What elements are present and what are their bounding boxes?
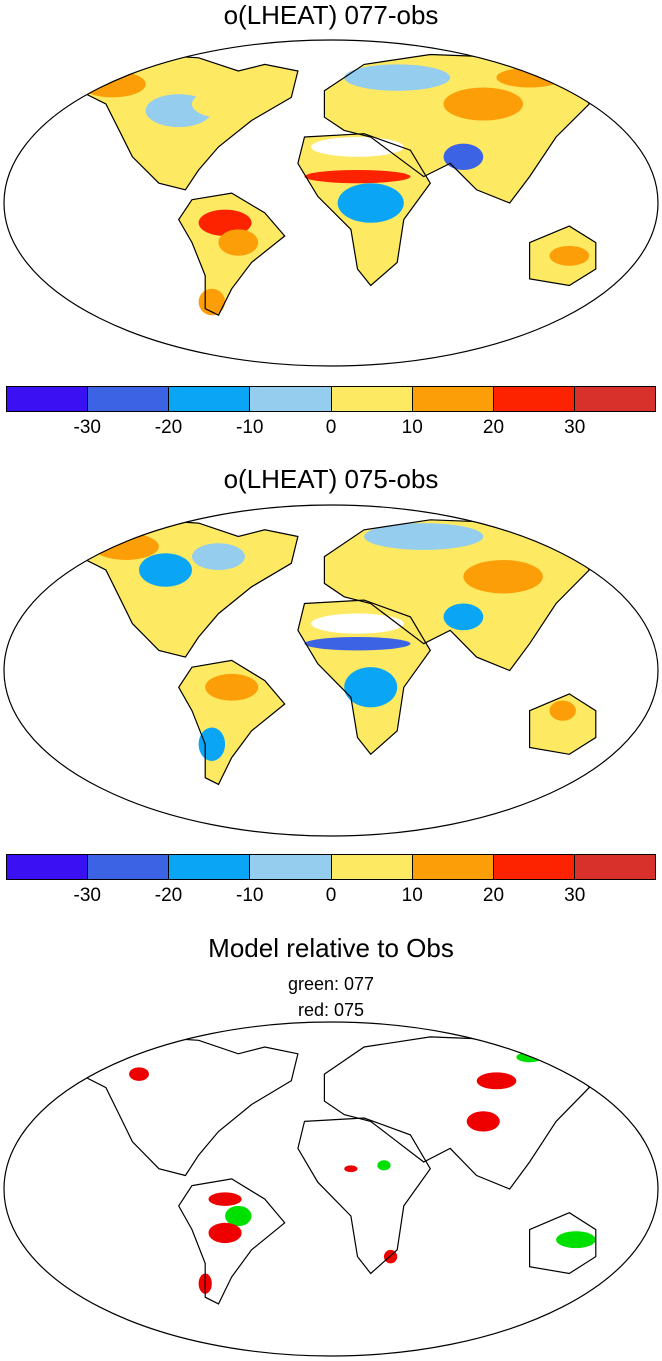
eurasia-landmass — [324, 54, 590, 203]
field-anomaly-patch — [129, 1067, 149, 1081]
colorbar-swatch-1 — [88, 855, 170, 879]
panel-2-colorbar — [6, 854, 656, 880]
eurasia-landmass — [324, 1037, 589, 1189]
africa-coastline — [297, 1117, 432, 1275]
colorbar-tick-label: 0 — [325, 417, 337, 438]
colorbar-swatch-3 — [250, 387, 332, 411]
eurasia-coastline — [323, 1036, 590, 1190]
field-anomaly-patch — [198, 209, 252, 236]
field-anomaly-patch — [139, 553, 192, 587]
field-anomaly-patch — [337, 183, 404, 223]
panel-2-map — [3, 504, 659, 837]
colorbar-tick-label: -20 — [154, 417, 183, 438]
colorbar-swatch-7 — [574, 855, 655, 879]
colorbar-tick-label: -10 — [236, 417, 264, 438]
panel-1-map — [3, 39, 659, 367]
map-projection-border — [3, 504, 659, 837]
field-anomaly-patch — [344, 667, 398, 708]
colorbar-swatch-4 — [331, 855, 413, 879]
colorbar-swatch-2 — [169, 855, 251, 879]
colorbar-tick-label: 30 — [564, 885, 586, 906]
south-america-coastline — [177, 659, 286, 786]
south-america-coastline — [177, 1178, 286, 1305]
comparison-title: Model relative to Obs — [208, 933, 454, 963]
colorbar-tick-label: -10 — [236, 885, 264, 906]
field-anomaly-patch — [218, 229, 259, 256]
field-anomaly-patch — [364, 523, 484, 550]
field-anomaly-patch — [516, 1052, 543, 1063]
map-projection-border — [3, 39, 659, 367]
field-anomaly-patch — [208, 1192, 242, 1206]
eurasia-landmass — [324, 519, 590, 671]
colorbar-tick-label: 0 — [325, 885, 337, 906]
field-anomaly-patch — [443, 87, 523, 121]
colorbar-tick-label: 30 — [564, 417, 586, 438]
australia-landmass — [529, 693, 596, 755]
north-america-coastline — [65, 53, 299, 191]
field-anomaly-patch — [549, 245, 590, 266]
colorbar-swatch-1 — [88, 387, 170, 411]
field-anomaly-patch — [466, 1111, 500, 1132]
map-projection-border — [3, 1021, 659, 1357]
field-anomaly-patch — [496, 67, 563, 88]
field-anomaly-patch — [198, 727, 226, 761]
colorbar-swatch-3 — [250, 855, 332, 879]
africa-coastline — [297, 599, 432, 756]
field-anomaly-patch — [311, 137, 404, 157]
north-america-landmass — [66, 519, 298, 658]
colorbar-swatch-5 — [412, 387, 494, 411]
panel-1-colorbar — [6, 386, 656, 412]
panel-1-colorbar-labels: -30 -20 -10 0 10 20 30 — [6, 417, 656, 441]
australia-coastline — [528, 1212, 597, 1275]
field-anomaly-patch — [443, 143, 484, 170]
colorbar-tick-label: 20 — [482, 417, 505, 438]
africa-coastline — [297, 133, 432, 287]
colorbar-swatch-6 — [493, 855, 575, 879]
colorbar-swatch-6 — [493, 387, 575, 411]
field-anomaly-patch — [208, 1222, 242, 1244]
comparison-legend-red: red: 075 — [297, 1000, 365, 1020]
panel-1-title: o(LHEAT) 077-obs — [223, 0, 439, 30]
field-anomaly-patch — [311, 613, 404, 634]
field-anomaly-patch — [463, 559, 543, 594]
colorbar-swatch-4 — [331, 387, 413, 411]
field-anomaly-patch — [191, 543, 245, 570]
field-anomaly-patch — [92, 533, 159, 560]
panel-2-title: o(LHEAT) 075-obs — [223, 464, 439, 494]
colorbar-swatch-0 — [7, 855, 89, 879]
colorbar-tick-label: -30 — [73, 417, 101, 438]
australia-coastline — [528, 225, 597, 287]
colorbar-tick-label: -20 — [154, 885, 183, 906]
colorbar-swatch-0 — [7, 387, 89, 411]
north-america-landmass — [66, 1037, 298, 1176]
field-anomaly-patch — [344, 64, 451, 91]
field-anomaly-patch — [549, 700, 576, 721]
colorbar-swatch-7 — [574, 387, 655, 411]
colorbar-swatch-5 — [412, 855, 494, 879]
north-america-coastline — [65, 1036, 299, 1177]
field-anomaly-patch — [225, 1205, 252, 1227]
field-anomaly-patch — [304, 170, 411, 184]
field-anomaly-patch — [377, 1160, 391, 1171]
panel-2-colorbar-labels: -30 -20 -10 0 10 20 30 — [6, 885, 656, 909]
comparison-legend-green: green: 077 — [287, 974, 375, 994]
comparison-map — [3, 1021, 659, 1357]
field-anomaly-patch — [205, 673, 259, 701]
colorbar-swatch-2 — [169, 387, 251, 411]
colorbar-tick-label: 10 — [401, 885, 423, 906]
field-anomaly-patch — [304, 637, 411, 651]
australia-coastline — [528, 693, 597, 755]
south-america-coastline — [177, 192, 286, 317]
colorbar-tick-label: 10 — [401, 417, 423, 438]
field-anomaly-patch — [476, 1072, 517, 1090]
field-anomaly-patch — [191, 90, 245, 118]
field-anomaly-patch — [344, 1165, 358, 1173]
colorbar-tick-label: -30 — [73, 885, 101, 906]
field-anomaly-patch — [443, 603, 484, 631]
north-america-coastline — [65, 519, 299, 658]
colorbar-tick-label: 20 — [482, 885, 505, 906]
field-anomaly-patch — [556, 1231, 596, 1249]
